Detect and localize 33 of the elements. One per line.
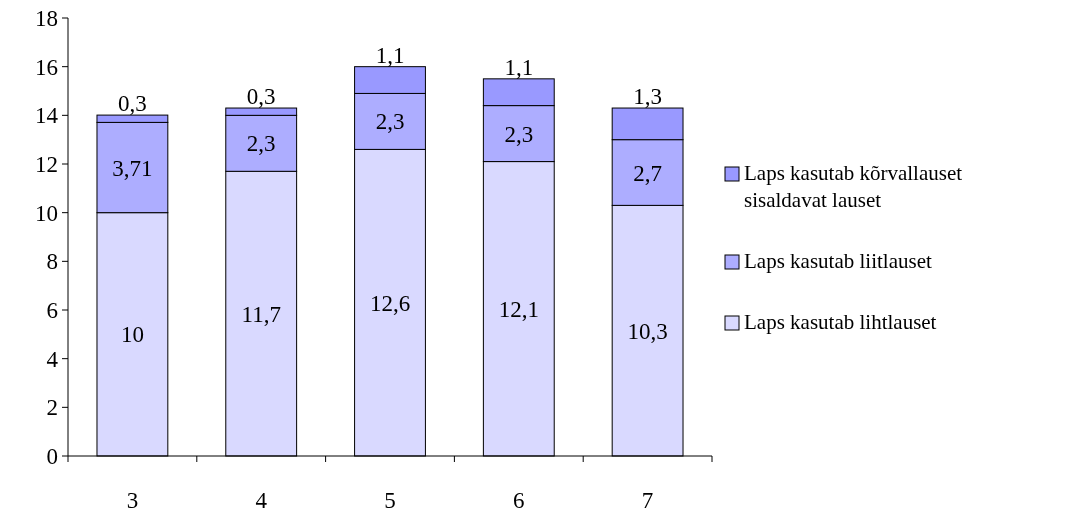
x-tick-label: 5 [384, 488, 396, 513]
data-label: 1,3 [633, 84, 662, 110]
y-tick-label: 10 [35, 200, 58, 226]
y-tick-label: 14 [35, 103, 59, 129]
data-label: 10 [120, 322, 144, 348]
data-label: 2,3 [504, 121, 534, 147]
y-tick-label: 12 [35, 152, 58, 177]
data-label: 10,3 [627, 318, 668, 344]
y-tick-label: 8 [46, 249, 58, 275]
data-label: 0,3 [118, 91, 147, 117]
x-tick-label: 4 [255, 488, 268, 513]
y-tick-label: 2 [46, 395, 58, 421]
y-tick-label: 4 [46, 346, 59, 372]
data-label: 3,71 [112, 155, 153, 181]
x-tick-label: 3 [126, 488, 139, 513]
data-label: 2,3 [375, 109, 405, 135]
data-label: 11,7 [241, 301, 281, 327]
y-tick-label: 18 [35, 6, 58, 31]
data-label: 0,3 [246, 84, 276, 110]
data-label: 2,7 [633, 160, 662, 186]
data-label: 12,6 [369, 290, 411, 316]
legend-label: Laps kasutab liitlauset [744, 249, 932, 273]
y-tick-label: 6 [46, 298, 58, 323]
x-tick-label: 7 [641, 488, 654, 513]
x-tick-label: 6 [513, 488, 525, 513]
legend-label: Laps kasutab lihtlauset [744, 310, 937, 334]
data-label: 1,1 [504, 54, 534, 80]
y-tick-label: 16 [35, 54, 58, 80]
legend-label: Laps kasutab kõrvallauset sisaldavat lauset [744, 161, 963, 212]
y-tick-label: 0 [46, 444, 58, 469]
data-label: 1,1 [375, 42, 405, 68]
data-label: 2,3 [246, 131, 276, 157]
data-label: 12,1 [498, 296, 539, 322]
